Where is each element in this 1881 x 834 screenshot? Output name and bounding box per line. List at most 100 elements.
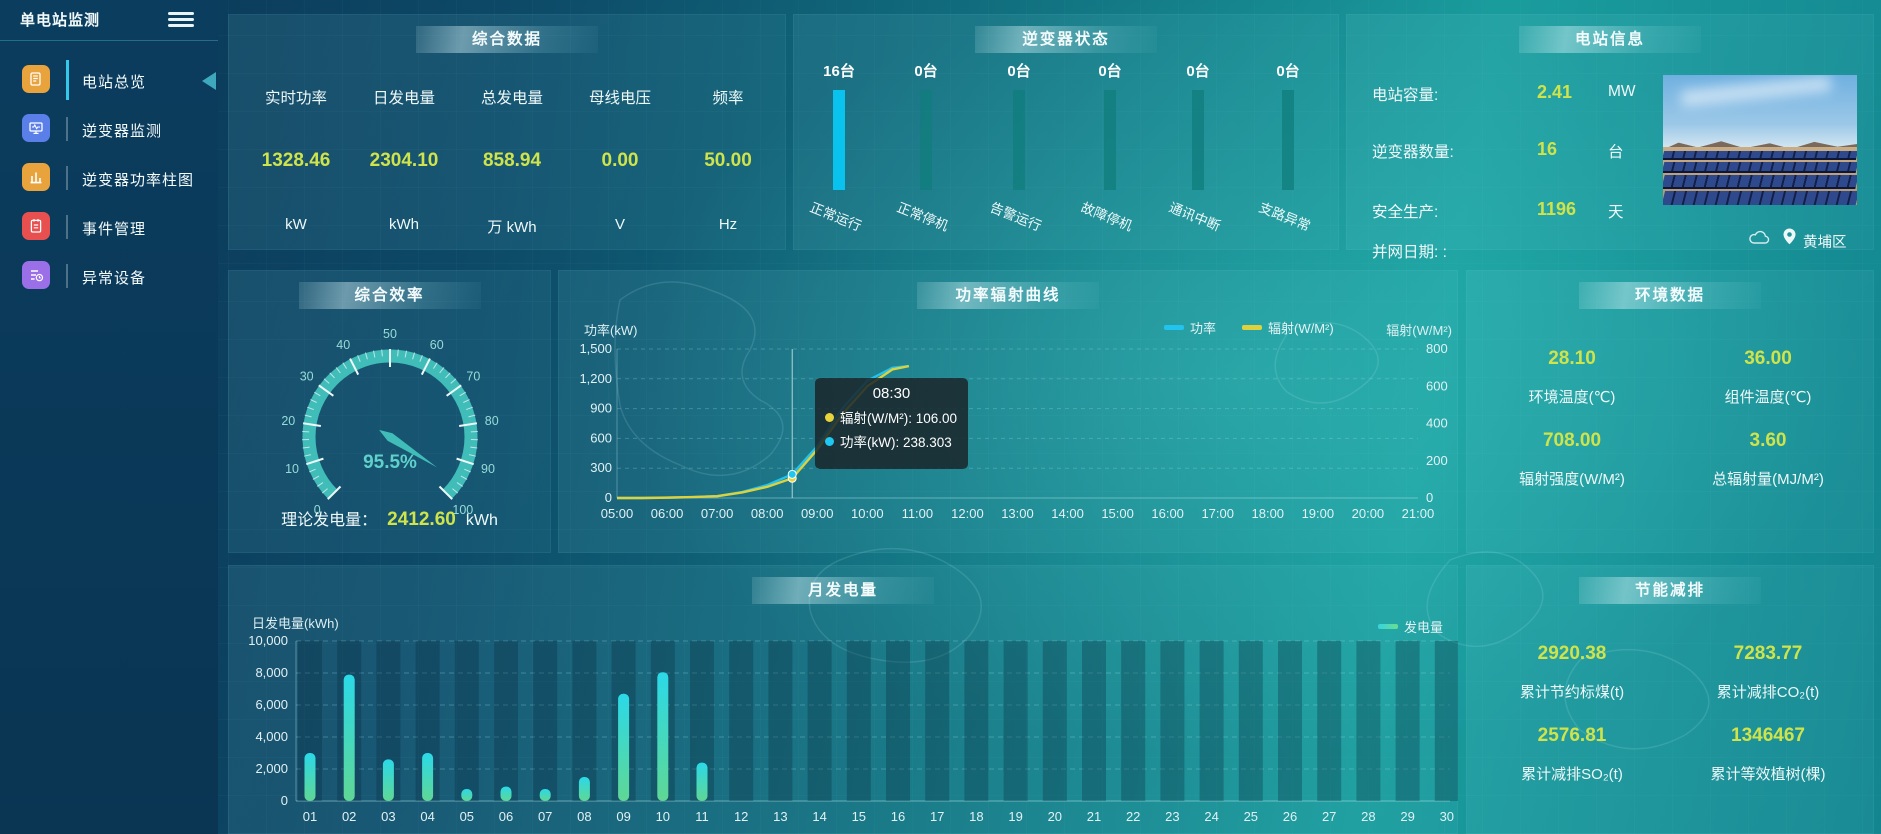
environment-label: 总辐射量(MJ/M²) — [1712, 471, 1824, 488]
saving-value: 2920.38 — [1537, 643, 1607, 664]
monthly-energy-panel: 月发电量 日发电量(kWh) 发电量 10,000 8,000 6,000 4,000… — [228, 565, 1458, 834]
tooltip-dot-icon — [825, 412, 834, 422]
svg-text:0: 0 — [1426, 490, 1433, 505]
svg-text:27: 27 — [1322, 809, 1336, 824]
legend-item-energy[interactable]: 发电量 — [1378, 617, 1443, 636]
environment-value: 3.60 — [1749, 430, 1787, 451]
svg-text:17: 17 — [930, 809, 944, 824]
saving-cell: 2920.38 累计节约标煤(t) — [1474, 643, 1670, 702]
metric-label: 母线电压 — [588, 90, 651, 107]
station-panel-title: 电站信息 — [1519, 26, 1701, 53]
svg-text:16: 16 — [891, 809, 905, 824]
tooltip-row-text: 辐射(W/M²): 106.00 — [840, 411, 958, 426]
sidebar-item-indicator — [66, 60, 69, 100]
summary-metric: 日发电量 2304.10 kWh — [350, 70, 458, 250]
efficiency-gauge[interactable]: 0 10 20 30 40 50 60 70 80 90 100 95.5% — [228, 270, 551, 553]
sidebar: 单电站监测 电站总览 逆变器监测 逆变器功率柱图 事件管理 异常设备 — [0, 0, 218, 834]
sidebar-item-3[interactable]: 逆变器功率柱图 — [0, 156, 218, 200]
theory-energy-value: 2412.60 — [387, 509, 456, 530]
station-row-unit: 天 — [1608, 204, 1624, 221]
svg-text:29: 29 — [1400, 809, 1414, 824]
svg-text:15:00: 15:00 — [1101, 506, 1134, 521]
station-info-panel: 电站信息 电站容量: 2.41 MW 逆变器数量: 16 台安全生产: 1196 天并网日期:… — [1346, 14, 1874, 261]
station-row-unit: MW — [1608, 83, 1636, 100]
svg-text:06:00: 06:00 — [651, 506, 684, 521]
legend-item-辐射(W/M²)[interactable]: 辐射(W/M²) — [1242, 318, 1334, 337]
inverter-bar-fill — [833, 90, 845, 190]
legend-item-功率[interactable]: 功率 — [1164, 318, 1216, 337]
efficiency-panel: 综合效率 0 10 20 30 40 50 60 70 80 90 100 95.5% 理论发电量： … — [228, 270, 551, 553]
legend-label: 辐射(W/M²) — [1268, 321, 1334, 336]
svg-text:01: 01 — [303, 809, 317, 824]
inverter-status-label: 故障停机 — [1078, 199, 1135, 234]
svg-text:04: 04 — [420, 809, 434, 824]
left-axis-name: 功率(kW) — [584, 323, 638, 338]
sidebar-item-2[interactable]: 逆变器监测 — [0, 107, 218, 151]
svg-text:10:00: 10:00 — [851, 506, 884, 521]
curve-panel-title: 功率辐射曲线 — [917, 282, 1099, 309]
sidebar-item-label: 异常设备 — [82, 270, 147, 287]
station-row-value: 16 — [1537, 139, 1558, 159]
inverter-count: 0台 — [914, 63, 938, 80]
inverter-count: 0台 — [1276, 63, 1300, 80]
svg-text:09: 09 — [616, 809, 630, 824]
svg-text:13:00: 13:00 — [1001, 506, 1034, 521]
sidebar-collapse-arrow-icon[interactable] — [202, 72, 216, 90]
environment-value: 36.00 — [1744, 348, 1792, 369]
saving-panel-title: 节能减排 — [1579, 577, 1761, 604]
svg-text:0: 0 — [314, 503, 321, 517]
svg-text:2,000: 2,000 — [255, 761, 288, 776]
svg-text:6,000: 6,000 — [255, 697, 288, 712]
sidebar-item-label: 事件管理 — [82, 221, 147, 238]
svg-text:23: 23 — [1165, 809, 1179, 824]
inverter-status-bars[interactable]: 16台 正常运行 0台 正常停机 0台 告警运行 0台 故障停机 0台 通讯中断 0台 支路异常 — [793, 14, 1339, 250]
svg-text:90: 90 — [481, 462, 495, 476]
legend-marker-icon — [1164, 325, 1184, 330]
energy-legend-label: 发电量 — [1404, 620, 1444, 635]
svg-text:19: 19 — [1008, 809, 1022, 824]
sidebar-item-4[interactable]: 事件管理 — [0, 205, 218, 249]
svg-text:19:00: 19:00 — [1302, 506, 1335, 521]
monthly-panel-title: 月发电量 — [752, 577, 934, 604]
legend-label: 功率 — [1190, 321, 1217, 336]
monthly-axis-name: 日发电量(kWh) — [252, 616, 339, 631]
svg-text:100: 100 — [452, 503, 473, 517]
station-row-value: 1196 — [1537, 199, 1577, 219]
svg-text:15: 15 — [852, 809, 866, 824]
svg-text:8,000: 8,000 — [255, 665, 288, 680]
svg-text:07: 07 — [538, 809, 552, 824]
right-axis-name: 辐射(W/M²) — [1386, 323, 1452, 338]
station-row-label: 逆变器数量: — [1372, 144, 1454, 161]
svg-text:24: 24 — [1204, 809, 1218, 824]
station-row-label: 电站容量: — [1372, 87, 1439, 104]
environment-value: 708.00 — [1542, 430, 1602, 451]
svg-text:05: 05 — [460, 809, 474, 824]
inverter-status-panel: 逆变器状态 16台 正常运行 0台 正常停机 0台 告警运行 0台 故障停机 0台 通讯中断 0台支… — [793, 14, 1339, 250]
saving-value: 7283.77 — [1733, 643, 1803, 664]
station-location[interactable]: 黄埔区 — [1803, 235, 1847, 251]
metric-value: 858.94 — [482, 150, 542, 171]
monthly-energy-chart[interactable]: 10,000 8,000 6,000 4,000 2,000 0 01 02 03 04 05 06 0… — [228, 565, 1458, 834]
summary-metric: 实时功率 1328.46 kW — [242, 70, 350, 250]
svg-text:18:00: 18:00 — [1252, 506, 1285, 521]
sidebar-item-5[interactable]: 异常设备 — [0, 254, 218, 298]
saving-cell: 2576.81 累计减排SO₂(t) — [1474, 725, 1670, 784]
saving-label: 累计等效植树(棵) — [1710, 766, 1826, 783]
svg-text:4,000: 4,000 — [255, 729, 288, 744]
sidebar-item-1[interactable]: 电站总览 — [0, 58, 218, 102]
svg-text:200: 200 — [1426, 453, 1448, 468]
svg-text:600: 600 — [1426, 378, 1448, 393]
metric-label: 日发电量 — [372, 90, 435, 107]
hamburger-menu-icon[interactable] — [168, 9, 194, 29]
svg-text:09:00: 09:00 — [801, 506, 834, 521]
station-row-label: 并网日期: : — [1372, 244, 1447, 261]
inverter-bar-track — [833, 90, 845, 190]
weather-cloud-icon[interactable] — [1747, 230, 1771, 247]
location-pin-icon[interactable] — [1783, 228, 1796, 245]
svg-text:900: 900 — [590, 401, 612, 416]
doc-icon — [22, 65, 50, 93]
svg-text:21:00: 21:00 — [1402, 506, 1435, 521]
svg-text:11: 11 — [695, 809, 709, 824]
metric-value: 50.00 — [704, 150, 752, 171]
